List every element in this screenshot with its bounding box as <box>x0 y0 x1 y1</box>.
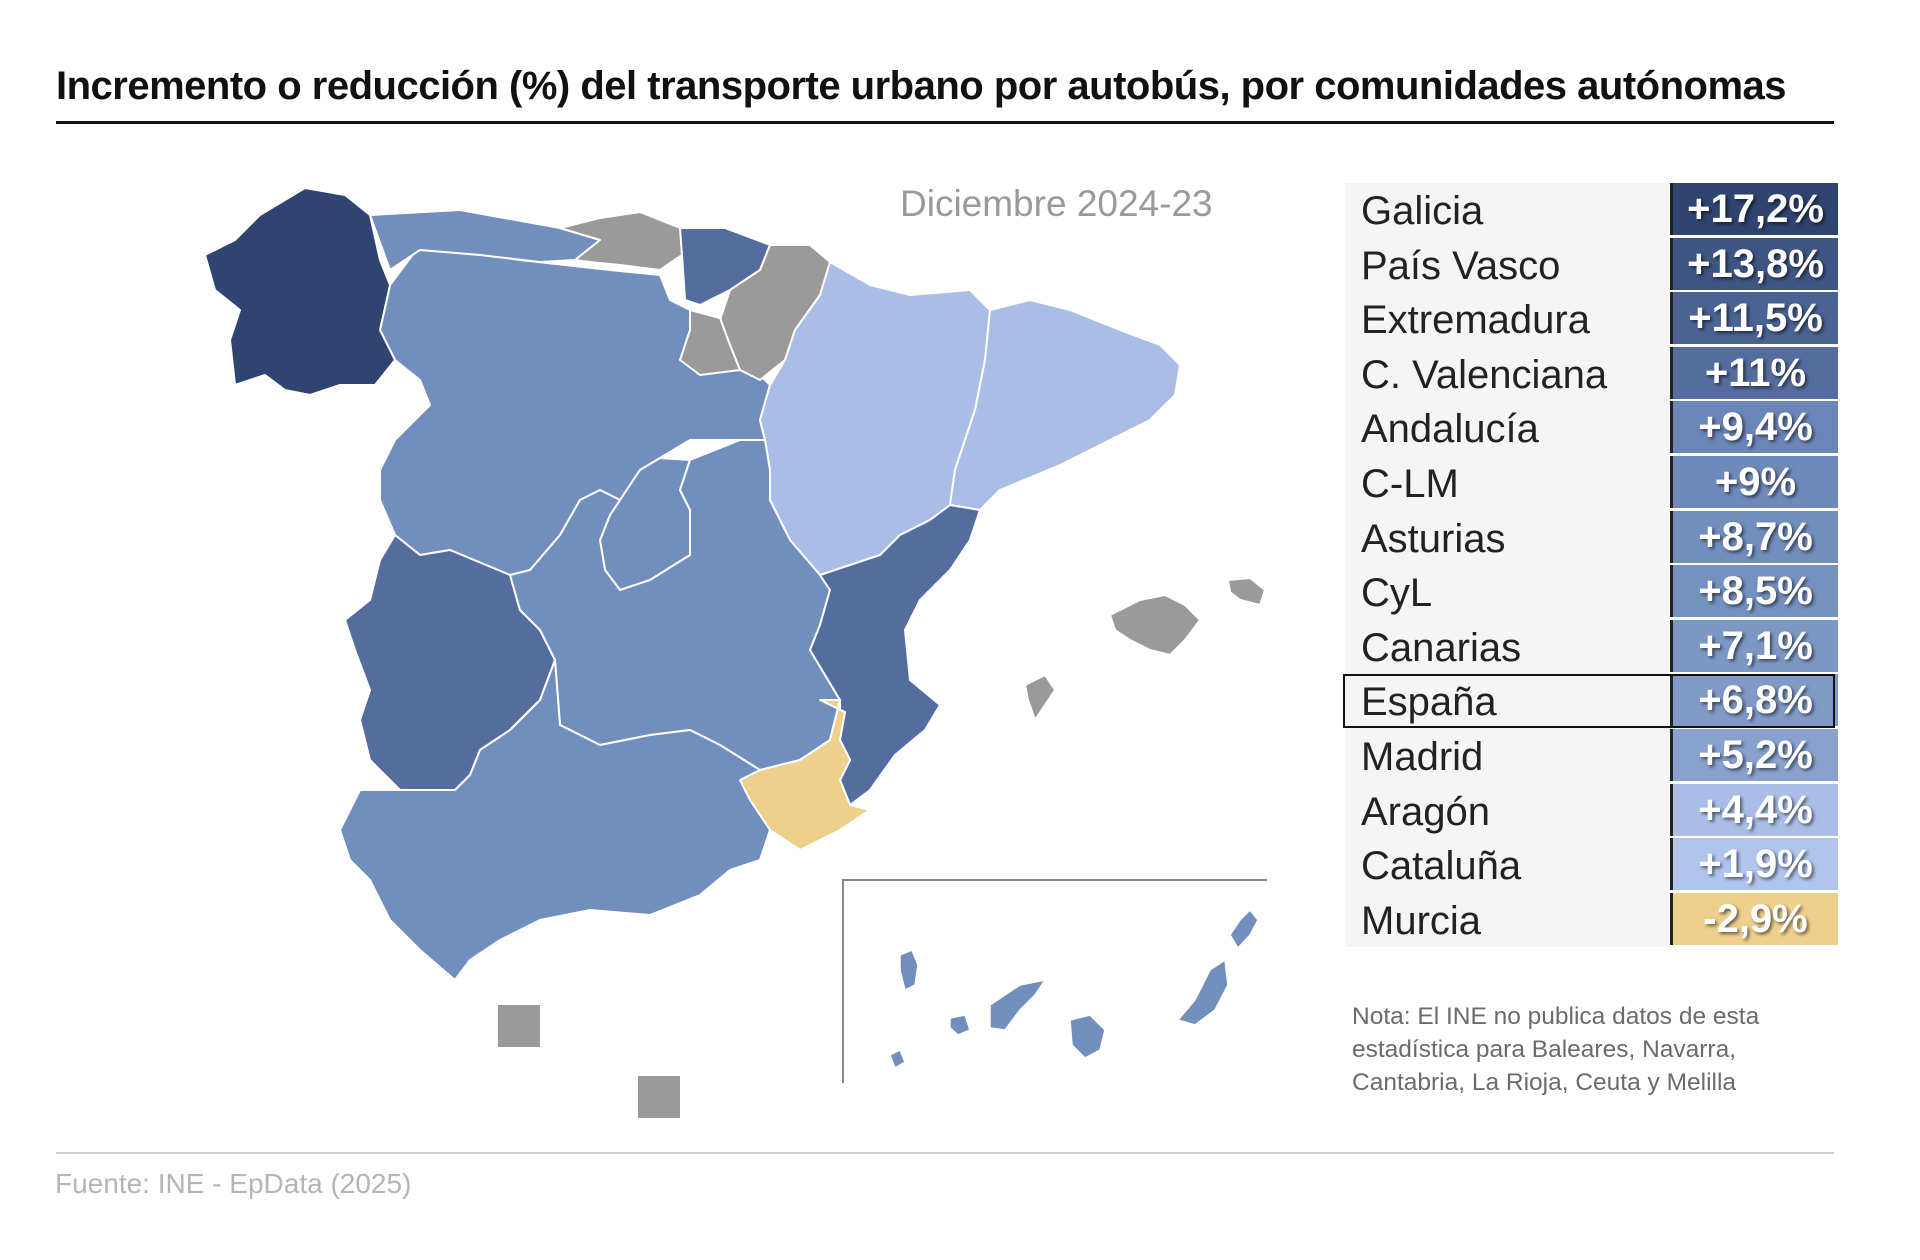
ranking-row: Galicia +17,2% <box>1345 183 1838 238</box>
ranking-row: C. Valenciana +11% <box>1345 346 1838 402</box>
region-asturias[interactable] <box>369 209 601 271</box>
ranking-label-bg <box>1345 455 1670 511</box>
ranking-label-bg <box>1345 892 1670 948</box>
ranking-label-bg <box>1345 619 1670 675</box>
region-andalucia[interactable] <box>339 659 771 981</box>
ranking-label-bg <box>1345 728 1670 784</box>
ranking-value: +9,4% <box>1670 401 1838 454</box>
ranking-region-name: Madrid <box>1361 734 1484 779</box>
ranking-value: +8,7% <box>1670 510 1838 563</box>
ranking-value: +7,1% <box>1670 619 1838 672</box>
title-rule <box>56 121 1834 124</box>
ranking-row: C-LM +9% <box>1345 455 1838 511</box>
ranking-value: +5,2% <box>1670 728 1838 781</box>
ranking-region-name: Asturias <box>1361 516 1506 561</box>
region-c-valenciana[interactable] <box>809 504 981 806</box>
ranking-table: Galicia +17,2% País Vasco +13,8% Extremadura… <box>1343 183 1838 948</box>
footer-rule <box>56 1152 1834 1154</box>
ranking-label-bg <box>1345 565 1670 620</box>
ranking-region-name: CyL <box>1361 571 1433 616</box>
region-baleares[interactable] <box>1109 594 1201 656</box>
ranking-value: -2,9% <box>1670 892 1838 945</box>
note-text: Nota: El INE no publica datos de esta es… <box>1352 1003 1760 1096</box>
ranking-value: +9% <box>1670 455 1838 508</box>
region-ceuta[interactable] <box>498 1005 540 1047</box>
region-baleares-ibiza[interactable] <box>1024 674 1056 721</box>
chart-title: Incremento o reducción (%) del transport… <box>56 64 1787 108</box>
ranking-row: Canarias +7,1% <box>1345 619 1838 675</box>
ranking-row: Extremadura +11,5% <box>1345 292 1838 347</box>
ranking-region-name: España <box>1361 680 1497 725</box>
ranking-region-name: Aragón <box>1361 789 1490 834</box>
ranking-value: +13,8% <box>1670 237 1838 290</box>
ranking-value: +11% <box>1670 346 1838 399</box>
ranking-label-bg <box>1345 292 1670 347</box>
source-text: Fuente: INE - EpData (2025) <box>55 1168 412 1199</box>
ranking-label-bg <box>1345 510 1670 566</box>
ranking-row: Andalucía +9,4% <box>1345 401 1838 456</box>
ranking-region-name: Cataluña <box>1361 844 1522 889</box>
ranking-region-name: Extremadura <box>1361 298 1590 343</box>
region-la-rioja[interactable] <box>679 309 741 376</box>
ranking-value: +17,2% <box>1670 183 1838 235</box>
ranking-region-name: Canarias <box>1361 625 1522 670</box>
ranking-row: CyL +8,5% <box>1345 565 1838 620</box>
ranking-value: +11,5% <box>1670 292 1838 345</box>
ranking-label-bg <box>1345 783 1670 839</box>
spain-map <box>204 187 1267 1118</box>
ranking-region-name: C-LM <box>1361 461 1459 506</box>
ranking-row: Murcia -2,9% <box>1345 892 1838 948</box>
ranking-label-bg <box>1345 183 1670 238</box>
ranking-label-bg <box>1345 237 1670 293</box>
region-baleares-menorca[interactable] <box>1227 577 1266 606</box>
region-galicia[interactable] <box>204 187 396 396</box>
ranking-value: +8,5% <box>1670 565 1838 618</box>
ranking-row: País Vasco +13,8% <box>1345 237 1838 293</box>
region-cataluna[interactable] <box>949 299 1181 511</box>
ranking-row: España +6,8% <box>1343 674 1838 729</box>
ranking-value: +4,4% <box>1670 783 1838 836</box>
ranking-label-bg <box>1345 674 1670 729</box>
region-canarias[interactable] <box>889 908 1259 1070</box>
ranking-label-bg <box>1345 838 1670 893</box>
ranking-region-name: Andalucía <box>1361 407 1539 452</box>
ranking-region-name: Murcia <box>1361 898 1482 943</box>
canarias-inset-frame <box>842 879 1267 1083</box>
ranking-row: Aragón +4,4% <box>1345 783 1838 839</box>
ranking-row: Asturias +8,7% <box>1345 510 1838 566</box>
ranking-region-name: País Vasco <box>1361 243 1561 288</box>
ranking-label-bg <box>1345 346 1670 402</box>
ranking-row: Cataluña +1,9% <box>1345 838 1838 893</box>
chart-subtitle: Diciembre 2024-23 <box>900 183 1213 224</box>
region-melilla[interactable] <box>638 1076 680 1118</box>
region-cantabria[interactable] <box>559 211 683 271</box>
ranking-value: +6,8% <box>1670 674 1838 727</box>
ranking-region-name: Galicia <box>1361 189 1484 233</box>
ranking-label-bg <box>1345 401 1670 456</box>
ranking-value: +1,9% <box>1670 838 1838 891</box>
ranking-region-name: C. Valenciana <box>1361 352 1608 397</box>
ranking-row: Madrid +5,2% <box>1345 728 1838 784</box>
highlight-box <box>1343 674 1835 729</box>
